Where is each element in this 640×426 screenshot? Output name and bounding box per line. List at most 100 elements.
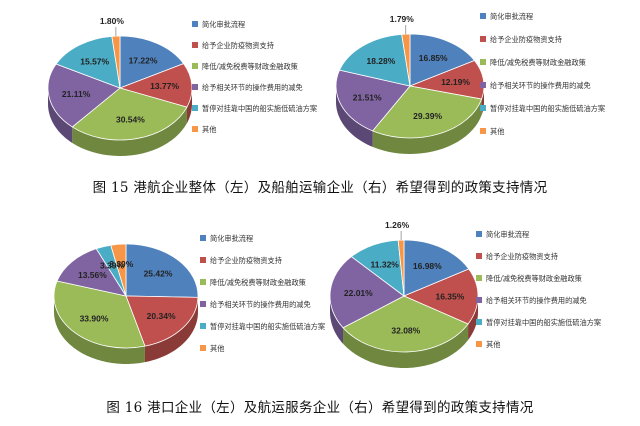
slice-side-4 xyxy=(48,88,73,143)
data-label-5: 15.57% xyxy=(80,56,109,66)
slice-side-3 xyxy=(54,296,145,364)
legend-label-2: 给予企业防疫物资支持 xyxy=(490,35,562,44)
legend-swatch-5 xyxy=(200,323,206,329)
data-label-4: 21.11% xyxy=(62,89,91,99)
legend-swatch-4 xyxy=(476,297,482,303)
data-label-4: 21.51% xyxy=(353,93,382,103)
legend-swatch-5 xyxy=(192,105,198,111)
legend-label-2: 给予企业防疫物资支持 xyxy=(486,252,558,261)
slice-side-3 xyxy=(343,323,469,368)
slice-3 xyxy=(371,85,483,139)
data-label-3: 29.39% xyxy=(413,111,442,121)
data-label-2: 13.77% xyxy=(150,81,179,91)
slice-side-2 xyxy=(186,88,192,124)
legend-label-4: 给予相关环节的操作费用的减免 xyxy=(486,296,587,305)
legend-swatch-1 xyxy=(480,13,486,19)
legend-label-2: 给予企业防疫物资支持 xyxy=(202,41,274,50)
data-label-1: 17.22% xyxy=(129,55,158,65)
slice-2 xyxy=(118,63,193,108)
legend-swatch-2 xyxy=(480,36,486,42)
data-label-6: 1.80% xyxy=(100,16,125,26)
legend-label-2: 给予企业防疫物资支持 xyxy=(210,256,282,265)
legend-swatch-5 xyxy=(480,105,486,111)
slice-6 xyxy=(397,239,405,297)
legend-swatch-1 xyxy=(476,231,482,237)
slice-1 xyxy=(125,243,199,298)
data-label-6: 3.39% xyxy=(109,259,134,269)
legend-swatch-4 xyxy=(480,82,486,88)
slice-1 xyxy=(119,35,185,89)
legend-label-3: 降低/减免税费等财政金融政策 xyxy=(490,58,586,67)
slice-side-3 xyxy=(72,107,187,156)
slice-side-2 xyxy=(468,296,478,340)
legend-label-3: 降低/减免税费等财政金融政策 xyxy=(202,62,298,71)
legend-label-4: 给予相关环节的操作费用的减免 xyxy=(490,81,591,90)
legend-swatch-1 xyxy=(200,235,206,241)
slice-4 xyxy=(56,248,127,297)
legend-swatch-5 xyxy=(476,319,482,325)
legend-swatch-3 xyxy=(480,59,486,65)
data-label-4: 22.01% xyxy=(344,288,373,298)
legend-swatch-4 xyxy=(192,84,198,90)
data-label-1: 25.42% xyxy=(144,269,173,279)
legend-label-6: 其他 xyxy=(490,127,504,136)
slice-5 xyxy=(55,35,121,89)
slice-3 xyxy=(342,295,469,353)
legend-swatch-6 xyxy=(480,128,486,134)
pie-chart-2: 16.85% 12.19% 29.39% 21.51% 18.28% 1.79% 简化审批流… xyxy=(335,12,605,154)
pie-chart-3: 25.42% 20.34% 33.90% 13.56%3.39%3.39% 简化审批流程… xyxy=(53,234,325,364)
data-label-1: 16.98% xyxy=(413,261,442,271)
data-label-1: 16.85% xyxy=(419,53,448,63)
legend-label-5: 暂停对挂靠中国的船实施低硫油方案 xyxy=(490,104,605,113)
legend-swatch-3 xyxy=(200,279,206,285)
slice-4 xyxy=(47,63,121,128)
legend-swatch-3 xyxy=(192,63,198,69)
slice-3 xyxy=(53,280,146,349)
legend-label-1: 简化审批流程 xyxy=(490,12,533,21)
slice-5 xyxy=(338,33,411,87)
slice-2 xyxy=(125,295,199,347)
slice-1 xyxy=(403,239,470,297)
data-label-4: 13.56% xyxy=(78,270,107,280)
figure-16-caption: 图 16 港口企业（左）及航运服务企业（右）希望得到的政策支持情况 xyxy=(106,400,534,416)
legend-swatch-3 xyxy=(476,275,482,281)
legend-label-6: 其他 xyxy=(202,125,216,134)
data-label-3: 33.90% xyxy=(80,314,109,324)
data-label-5: 11.32% xyxy=(371,260,400,270)
slice-6 xyxy=(110,243,127,297)
legend-label-3: 降低/减免税费等财政金融政策 xyxy=(210,278,306,287)
legend-swatch-2 xyxy=(476,253,482,259)
legend-label-4: 给予相关环节的操作费用的减免 xyxy=(202,83,303,92)
legend-swatch-6 xyxy=(200,345,206,351)
legend-swatch-2 xyxy=(192,42,198,48)
legend-swatch-4 xyxy=(200,301,206,307)
legend-swatch-2 xyxy=(200,257,206,263)
legend-label-5: 暂停对挂靠中国的船实施低硫油方案 xyxy=(202,104,317,113)
slice-side-4 xyxy=(336,86,373,147)
data-label-6: 1.79% xyxy=(390,14,415,24)
data-label-5: 18.28% xyxy=(366,56,395,66)
legend-label-6: 其他 xyxy=(486,340,500,349)
slice-2 xyxy=(402,268,479,325)
slice-4 xyxy=(335,69,411,132)
legend-label-1: 简化审批流程 xyxy=(486,230,529,239)
legend-label-6: 其他 xyxy=(210,344,224,353)
slice-side-2 xyxy=(144,297,198,363)
data-label-3: 32.08% xyxy=(391,326,420,336)
data-label-2: 12.19% xyxy=(441,77,470,87)
legend-swatch-1 xyxy=(192,21,198,27)
data-label-6: 1.26% xyxy=(385,220,410,230)
slice-4 xyxy=(329,256,405,329)
legend-label-5: 暂停对挂靠中国的船实施低硫油方案 xyxy=(486,318,601,327)
slice-1 xyxy=(409,33,476,87)
pie-chart-4: 16.98% 16.35% 32.08% 22.01% 11.32% 1.26% 简化审批流… xyxy=(329,220,601,368)
slice-side-3 xyxy=(372,99,482,154)
data-label-2: 20.34% xyxy=(147,311,176,321)
legend-swatch-6 xyxy=(476,341,482,347)
data-label-2: 16.35% xyxy=(435,291,464,301)
figure-15-caption: 图 15 港航企业整体（左）及船舶运输企业（右）希望得到的政策支持情况 xyxy=(92,180,548,196)
legend-label-3: 降低/减免税费等财政金融政策 xyxy=(486,274,582,283)
legend-swatch-6 xyxy=(192,126,198,132)
legend-label-1: 简化审批流程 xyxy=(210,234,253,243)
